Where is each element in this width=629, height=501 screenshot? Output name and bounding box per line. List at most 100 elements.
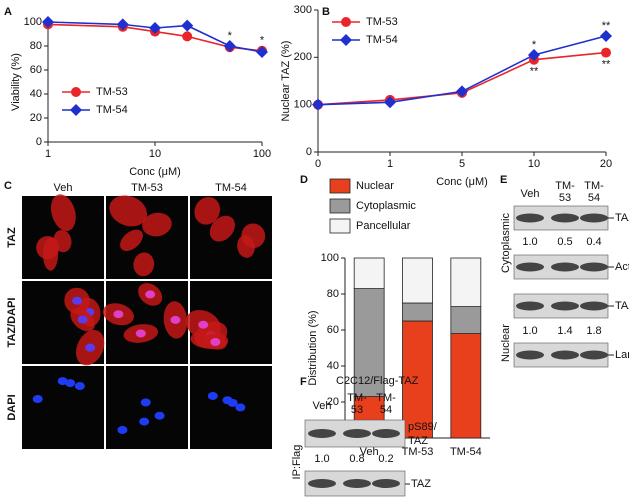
- y-tick-label: 200: [294, 51, 312, 63]
- row-label: DAPI: [6, 394, 18, 420]
- blot-band: [580, 350, 608, 360]
- panel-letter: A: [4, 6, 12, 18]
- x-tick-label: TM-54: [450, 446, 482, 458]
- nucleus: [207, 391, 218, 400]
- cell: [109, 195, 148, 227]
- x-tick-label: 1: [45, 148, 51, 160]
- series: [312, 30, 612, 111]
- bar-segment: [402, 302, 433, 322]
- nucleus: [74, 382, 85, 391]
- quantification: 0.8: [349, 453, 364, 465]
- lane-label-line: TM-: [555, 180, 575, 192]
- blot-band: [372, 429, 400, 438]
- band-label: Lamin: [615, 349, 629, 361]
- x-tick-label: 100: [253, 148, 271, 160]
- nucleus: [85, 343, 96, 352]
- blot-band: [516, 301, 544, 311]
- y-tick-label: 0: [36, 136, 42, 148]
- band-label: Actin: [615, 261, 629, 273]
- marker: [223, 40, 236, 52]
- blot-band: [372, 479, 400, 488]
- x-axis-label: Conc (μM): [436, 176, 488, 188]
- x-tick-label: Veh: [360, 446, 379, 458]
- marker: [601, 47, 611, 58]
- y-tick-label: 80: [327, 288, 339, 300]
- legend-label: Cytoplasmic: [356, 200, 416, 212]
- marker: [256, 46, 268, 58]
- blot-band: [580, 213, 608, 223]
- y-axis-label: Nuclear TAZ (%): [280, 41, 292, 122]
- blot-band: [580, 301, 608, 311]
- cell: [237, 235, 255, 258]
- bar-segment: [450, 257, 482, 307]
- y-tick-label: 20: [30, 112, 42, 124]
- lane-label-line: Veh: [521, 188, 540, 200]
- blot-band: [308, 429, 336, 438]
- y-tick-label: 60: [327, 324, 339, 336]
- lane-label: TM-53: [555, 180, 575, 204]
- nucleus: [117, 425, 128, 434]
- marker: [528, 48, 540, 61]
- quantification: 0.5: [557, 236, 572, 248]
- micrograph: [190, 366, 272, 449]
- marker: [384, 96, 396, 109]
- legend-label: TM-53: [366, 16, 398, 28]
- quantification: 1.4: [557, 325, 572, 337]
- cell: [194, 197, 221, 225]
- annotation: *: [260, 35, 265, 47]
- nucleus: [227, 398, 238, 407]
- quantification: 1.0: [522, 325, 537, 337]
- y-tick-label: 40: [327, 360, 339, 372]
- lane-label-line: 53: [559, 192, 571, 204]
- y-tick-label: 80: [30, 40, 42, 52]
- legend-swatch: [329, 178, 351, 194]
- panel-letter: C: [4, 180, 12, 192]
- panel-letter: B: [322, 6, 330, 18]
- blot-band: [551, 262, 579, 272]
- x-tick-label: TM-53: [402, 446, 434, 458]
- marker: [312, 98, 324, 111]
- lane-label-line: 53: [351, 404, 363, 416]
- marker: [340, 34, 352, 46]
- x-tick-label: 1: [387, 158, 393, 170]
- lane-label-line: 54: [380, 404, 392, 416]
- blot-band: [343, 429, 371, 438]
- nucleus: [235, 403, 246, 412]
- annotation: *: [532, 39, 537, 51]
- series-line: [47, 21, 263, 53]
- legend-swatch: [329, 218, 351, 234]
- marker: [42, 16, 54, 28]
- lane-label: TM-54: [584, 180, 604, 204]
- legend-label: Pancellular: [356, 220, 411, 232]
- nucleus: [210, 338, 221, 347]
- lane-label-line: TM-: [584, 180, 604, 192]
- band-label-line: TAZ: [411, 478, 431, 490]
- y-tick-label: 100: [321, 252, 339, 264]
- band-label: TAZ: [615, 212, 629, 224]
- cell: [36, 236, 60, 260]
- nucleus: [198, 320, 209, 329]
- fraction-label: Cytoplasmic: [500, 213, 512, 273]
- band-label: TAZ: [615, 300, 629, 312]
- panel-letter: F: [300, 376, 307, 388]
- marker: [181, 19, 194, 32]
- annotation: **: [530, 66, 539, 78]
- x-axis-label: Conc (μM): [129, 166, 181, 178]
- quantification: 0.4: [586, 236, 601, 248]
- fraction-label: Nuclear: [500, 324, 512, 362]
- y-tick-label: 40: [30, 88, 42, 100]
- marker: [182, 31, 193, 42]
- legend-label: TM-54: [366, 34, 398, 46]
- side-label: IP:Flag: [291, 445, 303, 480]
- blot-band: [551, 350, 579, 360]
- cell: [50, 194, 76, 231]
- bar-segment: [450, 333, 482, 439]
- band-label-line: pS89/: [408, 421, 438, 433]
- quantification: 0.2: [378, 453, 393, 465]
- lane-label: Veh: [313, 400, 332, 412]
- column-label: Veh: [54, 182, 73, 194]
- nucleus: [57, 377, 68, 386]
- bar-segment: [402, 320, 433, 439]
- nucleus: [65, 379, 76, 388]
- lane-label: Veh: [521, 188, 540, 200]
